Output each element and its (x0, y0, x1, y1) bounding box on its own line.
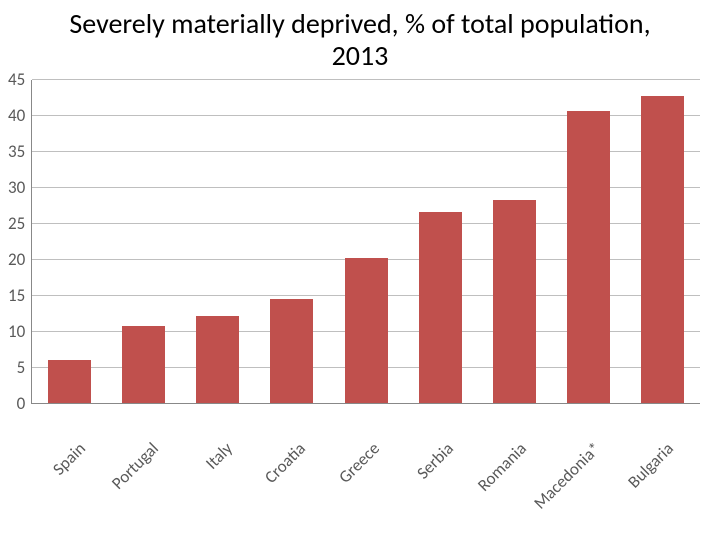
plot-region: 454035302520151050 (0, 76, 720, 430)
bar (641, 96, 684, 403)
x-label-slot: Macedonia* (553, 430, 627, 540)
bar (493, 200, 536, 403)
bar (48, 360, 91, 403)
x-label-slot: Bulgaria (627, 430, 701, 540)
bar (122, 326, 165, 404)
x-label-slot: Croatia (259, 430, 333, 540)
bar-slot (181, 80, 255, 403)
x-tick-label: Spain (48, 438, 90, 480)
bar-slot (255, 80, 329, 403)
x-label-slot: Spain (38, 430, 112, 540)
bar (419, 212, 462, 404)
x-tick-label: Serbia (412, 438, 457, 483)
x-label-slot: Serbia (406, 430, 480, 540)
x-tick-label: Italy (201, 438, 237, 474)
x-tick-label: Portugal (108, 438, 164, 494)
bar (345, 258, 388, 403)
x-label-slot: Greece (332, 430, 406, 540)
bar (567, 111, 610, 404)
x-tick-label: Romania (473, 438, 531, 496)
x-tick-label: Greece (334, 438, 383, 487)
bars (32, 80, 700, 403)
plot-area (31, 80, 700, 404)
x-labels: Spain Portugal Italy Croatia Greece Serbia Rom… (38, 430, 700, 540)
bar-slot (106, 80, 180, 403)
bar-slot (329, 80, 403, 403)
bar-slot (477, 80, 551, 403)
bar-slot (626, 80, 700, 403)
y-axis: 454035302520151050 (8, 80, 31, 404)
chart-container: Severely materially deprived, % of total… (0, 0, 720, 540)
bar (196, 316, 239, 404)
x-axis: Spain Portugal Italy Croatia Greece Serbia Rom… (0, 430, 720, 540)
bar (270, 299, 313, 403)
x-label-slot: Portugal (112, 430, 186, 540)
x-tick-label: Bulgaria (624, 438, 678, 492)
chart-title: Severely materially deprived, % of total… (0, 0, 720, 76)
x-label-slot: Italy (185, 430, 259, 540)
bar-slot (552, 80, 626, 403)
x-tick-label: Croatia (261, 438, 311, 488)
bar-slot (32, 80, 106, 403)
bar-slot (403, 80, 477, 403)
